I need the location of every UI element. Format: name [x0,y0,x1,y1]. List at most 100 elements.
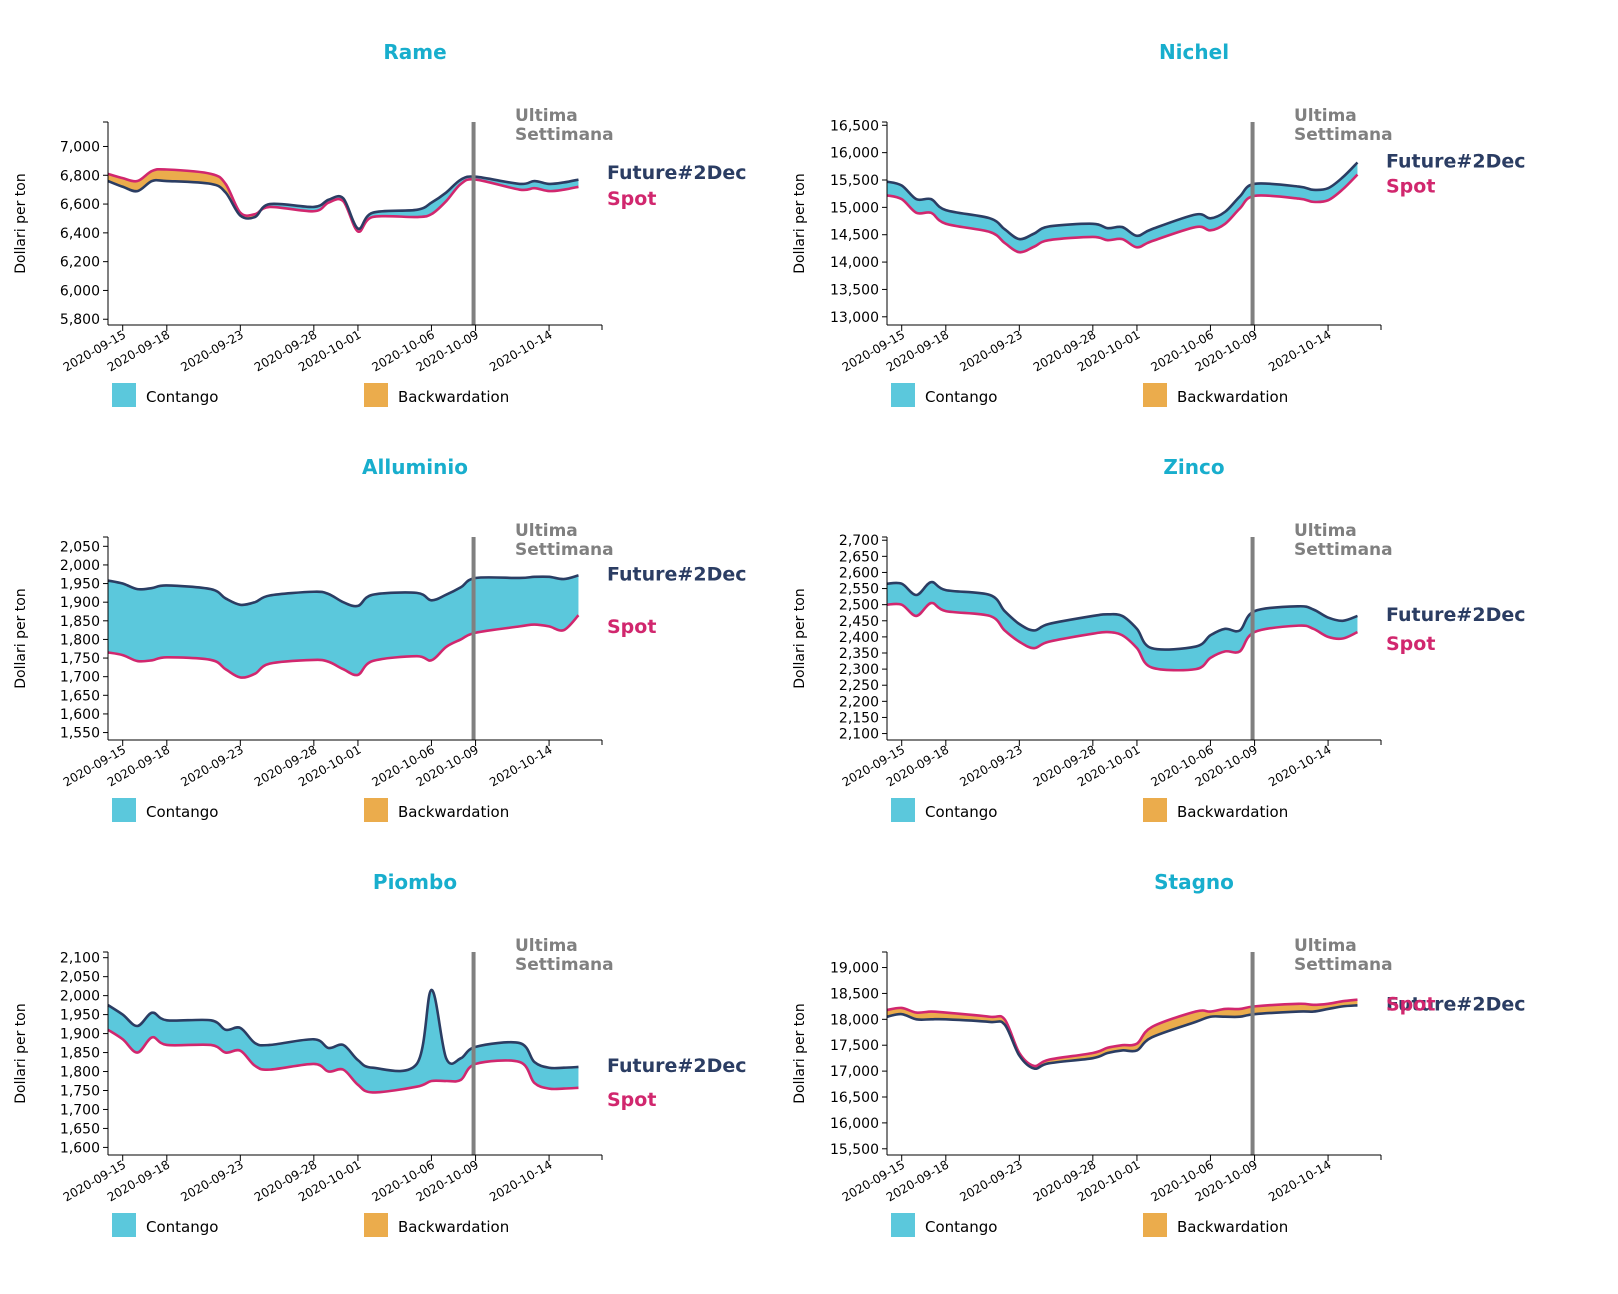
contango-area [887,582,1358,671]
last-week-label: Ultima [1294,106,1357,126]
last-week-label: Ultima [515,936,578,956]
chart-panel-piombo: Piombo Ultima Settimana 1,600 1,650 1,700 1,75… [0,830,809,1261]
future-end-label: Future#2Dec [1386,993,1526,1015]
y-tick-label: 2,700 [839,533,879,549]
future-line [886,1004,1358,1071]
y-tick-label: 2,150 [839,710,879,726]
y-tick-label: 6,000 [60,283,100,299]
y-tick-label: 1,700 [60,1102,100,1118]
x-tick-label: 2020-10-14 [487,1157,554,1204]
y-tick-label: 14,000 [830,255,879,271]
legend-swatch-contango [112,1213,136,1237]
future-end-label: Future#2Dec [607,563,747,585]
y-axis-label: Dollari per ton [792,588,808,688]
y-tick-label: 16,000 [830,1116,879,1132]
y-tick-label: 1,900 [60,595,100,611]
chart-panel-nichel: Nichel Ultima Settimana 13,000 13,500 14,000 1… [779,0,1588,431]
legend-label-backwardation: Backwardation [398,803,509,821]
future-end-label: Future#2Dec [1386,604,1526,626]
spot-end-label: Spot [1386,993,1435,1015]
last-week-label: Ultima [515,521,578,541]
future-line [886,161,1359,241]
y-axis-label: Dollari per ton [13,588,29,688]
chart-title: Stagno [1154,870,1234,894]
x-tick-label: 2020-10-14 [487,742,554,789]
spot-line [886,601,1359,672]
legend-swatch-contango [891,1213,915,1237]
y-tick-label: 7,000 [60,139,100,155]
legend-label-backwardation: Backwardation [1177,388,1288,406]
y-tick-label: 1,900 [60,1027,100,1043]
legend-label-backwardation: Backwardation [1177,1218,1288,1236]
chart-title: Alluminio [362,455,468,479]
y-tick-label: 6,800 [60,168,100,184]
chart-panel-rame: Rame Ultima Settimana 5,800 6,000 6,200 6,400 6… [0,0,809,431]
x-tick-label: 2020-10-14 [1266,742,1333,789]
y-tick-label: 2,450 [839,614,879,630]
y-tick-label: 17,500 [830,1038,879,1054]
chart-title: Rame [383,40,447,64]
legend-swatch-contango [891,383,915,407]
y-tick-label: 6,600 [60,197,100,213]
spot-end-label: Spot [607,616,656,638]
y-tick-label: 2,100 [60,951,100,967]
chart-panel-stagno: Stagno Ultima Settimana 15,500 16,000 16,500 1… [779,830,1588,1261]
y-tick-label: 15,000 [830,200,879,216]
y-tick-label: 2,250 [839,678,879,694]
contango-area [108,989,579,1093]
legend-label-backwardation: Backwardation [1177,803,1288,821]
future-line [107,175,579,230]
last-week-label: Ultima [1294,521,1357,541]
spot-end-label: Spot [607,1089,656,1111]
y-tick-label: 16,500 [830,118,879,134]
x-tick-label: 2020-09-23 [957,327,1024,374]
y-tick-label: 6,200 [60,255,100,271]
x-tick-label: 2020-09-23 [178,1157,245,1204]
y-tick-label: 2,650 [839,549,879,565]
x-tick-label: 2020-10-14 [1266,1157,1333,1204]
chart-title: Piombo [372,870,458,894]
contango-area [108,575,579,678]
y-tick-label: 15,500 [830,173,879,189]
y-tick-label: 2,000 [60,989,100,1005]
y-axis-label: Dollari per ton [13,1003,29,1103]
y-tick-label: 2,350 [839,646,879,662]
y-tick-label: 19,000 [830,961,879,977]
last-week-label: Ultima [515,106,578,126]
last-week-label: Settimana [1294,125,1393,145]
x-tick-label: 2020-09-23 [957,742,1024,789]
legend-label-contango: Contango [146,388,218,406]
x-tick-label: 2020-10-14 [487,327,554,374]
legend-swatch-backwardation [1143,1213,1167,1237]
last-week-label: Settimana [515,125,614,145]
y-tick-label: 5,800 [60,312,100,328]
future-line [107,988,579,1073]
y-tick-label: 1,800 [60,632,100,648]
legend-label-contango: Contango [925,388,997,406]
y-tick-label: 16,500 [830,1090,879,1106]
y-tick-label: 2,050 [60,539,100,555]
backwardation-area [887,999,1358,1069]
spot-line [886,998,1358,1068]
y-tick-label: 2,300 [839,662,879,678]
y-tick-label: 2,600 [839,565,879,581]
legend-swatch-contango [112,383,136,407]
y-tick-label: 1,850 [60,1046,100,1062]
y-tick-label: 1,600 [60,707,100,723]
y-tick-label: 2,400 [839,630,879,646]
future-end-label: Future#2Dec [607,1055,747,1077]
y-tick-label: 1,600 [60,1140,100,1156]
legend-label-contango: Contango [925,803,997,821]
y-tick-label: 18,000 [830,1012,879,1028]
y-tick-label: 17,000 [830,1064,879,1080]
y-tick-label: 2,500 [839,598,879,614]
legend-label-contango: Contango [146,1218,218,1236]
y-tick-label: 2,200 [839,694,879,710]
last-week-label: Settimana [515,540,614,560]
